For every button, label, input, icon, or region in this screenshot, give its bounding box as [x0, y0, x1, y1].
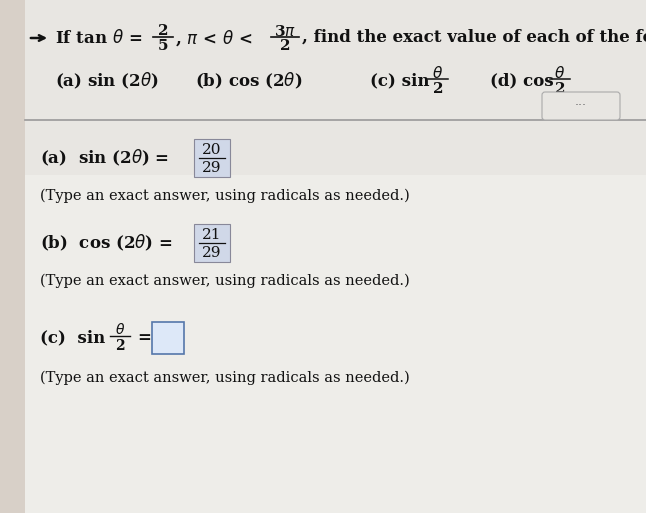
Text: 2: 2: [158, 24, 168, 38]
Text: (c) sin: (c) sin: [370, 72, 430, 89]
Text: $\theta$: $\theta$: [554, 65, 565, 81]
Text: (Type an exact answer, using radicals as needed.): (Type an exact answer, using radicals as…: [40, 371, 410, 385]
Text: (a)  sin (2$\theta$) =: (a) sin (2$\theta$) =: [40, 148, 169, 168]
Text: 2: 2: [280, 39, 290, 53]
Text: (a) sin (2$\theta$): (a) sin (2$\theta$): [55, 71, 159, 91]
Text: (b) cos (2$\theta$): (b) cos (2$\theta$): [195, 71, 302, 91]
Text: 2: 2: [555, 82, 565, 96]
Text: =: =: [137, 329, 151, 346]
Text: $\theta$: $\theta$: [432, 65, 444, 81]
Text: 20: 20: [202, 143, 222, 157]
Text: (b)  cos (2$\theta$) =: (b) cos (2$\theta$) =: [40, 233, 172, 253]
Text: (d) cos: (d) cos: [490, 72, 554, 89]
Text: 2: 2: [433, 82, 443, 96]
Bar: [25, 0, 646, 175]
Text: $\theta$: $\theta$: [115, 322, 125, 337]
Text: ···: ···: [575, 100, 587, 112]
Text: 2: 2: [115, 339, 125, 353]
FancyBboxPatch shape: [194, 224, 229, 262]
Text: If tan $\theta$ =: If tan $\theta$ =: [55, 29, 142, 47]
Text: 5: 5: [158, 39, 168, 53]
FancyBboxPatch shape: [542, 92, 620, 120]
Text: , find the exact value of each of the following.: , find the exact value of each of the fo…: [302, 30, 646, 47]
Text: 29: 29: [202, 246, 222, 260]
Text: (Type an exact answer, using radicals as needed.): (Type an exact answer, using radicals as…: [40, 189, 410, 203]
Text: (c)  sin: (c) sin: [40, 329, 105, 346]
FancyBboxPatch shape: [152, 322, 184, 354]
Text: 29: 29: [202, 161, 222, 175]
FancyBboxPatch shape: [194, 139, 229, 177]
Text: , $\pi$ < $\theta$ <: , $\pi$ < $\theta$ <: [175, 28, 252, 48]
Bar: [25, 175, 646, 513]
Text: 3$\pi$: 3$\pi$: [274, 24, 296, 38]
Text: 21: 21: [202, 228, 222, 242]
Text: (Type an exact answer, using radicals as needed.): (Type an exact answer, using radicals as…: [40, 274, 410, 288]
